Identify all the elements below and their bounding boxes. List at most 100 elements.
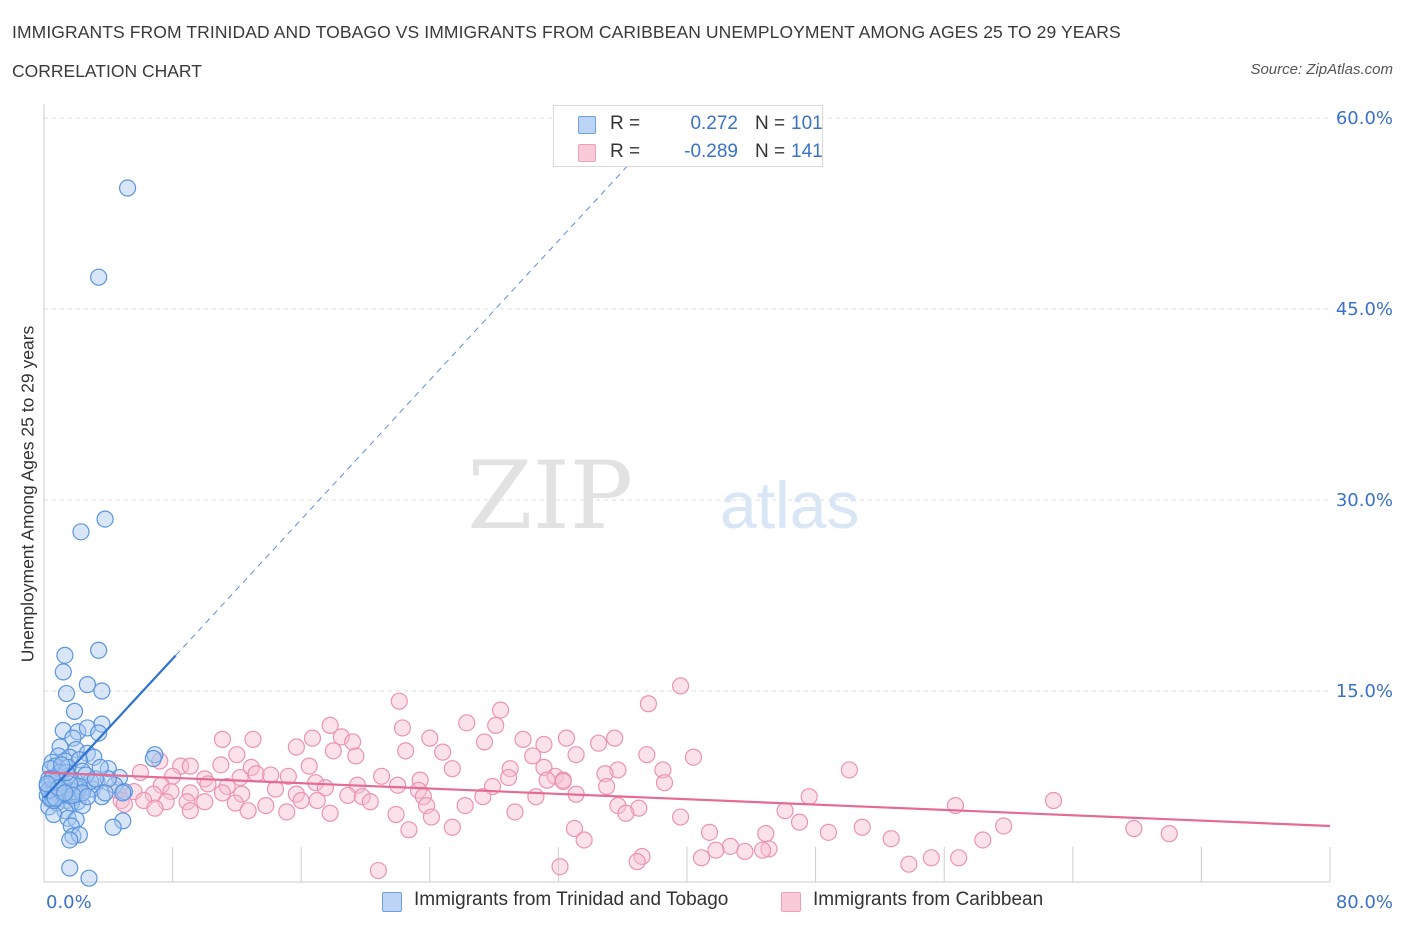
data-point-caribbean: [589, 734, 608, 752]
data-point-trinidad: [57, 684, 76, 703]
data-point-caribbean: [344, 733, 362, 751]
data-point-caribbean: [790, 813, 809, 831]
data-point-caribbean: [422, 808, 441, 826]
data-point-trinidad: [114, 784, 132, 802]
data-point-trinidad: [78, 676, 97, 694]
data-point-caribbean: [369, 861, 387, 880]
chart-title: IMMIGRANTS FROM TRINIDAD AND TOBAGO VS I…: [12, 22, 1121, 42]
data-point-caribbean: [721, 837, 740, 855]
data-point-caribbean: [233, 785, 251, 803]
data-point-caribbean: [506, 803, 524, 821]
data-point-caribbean: [308, 791, 326, 810]
r-label: R =: [610, 113, 641, 134]
data-point-trinidad: [96, 784, 114, 802]
data-point-caribbean: [700, 823, 719, 841]
trend-line-caribbean: [43, 771, 1331, 828]
data-point-caribbean: [882, 830, 900, 848]
grid-lines: [44, 117, 1330, 692]
swatch-blue: [578, 116, 596, 134]
data-point-caribbean: [196, 793, 214, 811]
data-point-caribbean: [387, 805, 405, 824]
data-point-caribbean: [671, 677, 690, 695]
data-point-caribbean: [146, 799, 164, 817]
data-point-trinidad: [118, 179, 137, 197]
data-point-caribbean: [1125, 819, 1143, 838]
data-point-trinidad: [56, 646, 74, 664]
data-point-trinidad: [65, 702, 84, 720]
data-point-caribbean: [995, 817, 1013, 835]
data-point-caribbean: [456, 796, 474, 815]
y-tick-label: 15.0%: [1336, 681, 1393, 702]
data-point-caribbean: [606, 729, 624, 747]
data-point-caribbean: [292, 791, 310, 810]
data-point-trinidad: [93, 682, 111, 700]
data-point-caribbean: [900, 855, 918, 873]
data-point-caribbean: [474, 788, 492, 806]
points-caribbean: [107, 677, 1178, 880]
data-point-caribbean: [339, 786, 357, 805]
data-point-caribbean: [257, 796, 275, 815]
data-point-caribbean: [372, 767, 391, 785]
data-point-caribbean: [638, 746, 656, 764]
swatch-pink: [781, 892, 801, 912]
data-point-trinidad: [72, 523, 90, 541]
data-point-caribbean: [617, 804, 635, 822]
watermark-atlas: atlas: [720, 468, 859, 542]
data-point-caribbean: [596, 765, 614, 783]
data-point-caribbean: [162, 782, 180, 801]
data-point-caribbean: [491, 701, 510, 719]
data-point-trinidad: [90, 641, 108, 659]
data-point-trinidad: [54, 663, 72, 681]
stats-legend: R = 0.272 N = 101 R = -0.289 N = 141: [553, 105, 823, 167]
y-tick-label: 60.0%: [1336, 108, 1393, 129]
data-point-trinidad: [53, 756, 71, 774]
trend-line-trinidad-extension: [175, 153, 640, 656]
data-point-caribbean: [487, 716, 505, 734]
data-point-caribbean: [332, 728, 350, 746]
data-point-caribbean: [535, 735, 553, 754]
series-legend: Immigrants from Trinidad and Tobago Immi…: [0, 889, 1406, 915]
data-point-caribbean: [554, 772, 572, 791]
data-point-caribbean: [239, 802, 257, 820]
data-point-caribbean: [671, 808, 690, 826]
data-point-caribbean: [361, 793, 379, 811]
data-point-trinidad: [144, 749, 162, 768]
data-point-caribbean: [760, 840, 778, 858]
data-point-caribbean: [639, 695, 658, 713]
data-point-trinidad: [78, 788, 97, 806]
data-point-caribbean: [1044, 791, 1063, 810]
data-point-caribbean: [178, 793, 196, 811]
y-tick-label: 45.0%: [1336, 299, 1393, 320]
data-point-caribbean: [567, 746, 585, 764]
data-point-caribbean: [753, 841, 772, 859]
data-point-caribbean: [819, 823, 838, 841]
data-point-trinidad: [90, 268, 108, 286]
data-point-caribbean: [144, 785, 162, 803]
data-point-trinidad: [114, 812, 132, 830]
data-point-caribbean: [321, 804, 339, 822]
data-point-trinidad: [104, 818, 122, 836]
data-point-caribbean: [499, 768, 518, 787]
data-point-caribbean: [527, 788, 545, 806]
data-point-caribbean: [324, 742, 342, 760]
data-point-trinidad: [78, 719, 97, 737]
data-point-caribbean: [181, 757, 199, 775]
data-point-caribbean: [538, 771, 556, 789]
data-point-trinidad: [38, 775, 56, 793]
data-point-caribbean: [514, 730, 532, 748]
data-point-caribbean: [950, 849, 968, 867]
data-point-trinidad: [80, 869, 98, 887]
data-point-caribbean: [655, 774, 674, 792]
data-point-trinidad: [46, 789, 64, 807]
data-point-caribbean: [633, 847, 651, 866]
n-value: 141: [791, 141, 823, 162]
points-trinidad-tobago: [38, 179, 164, 887]
data-point-caribbean: [247, 765, 265, 783]
data-point-caribbean: [551, 858, 569, 876]
data-point-caribbean: [575, 831, 593, 849]
data-point-caribbean: [228, 746, 246, 764]
r-label: R =: [610, 141, 641, 162]
data-point-trinidad: [96, 510, 114, 528]
data-point-caribbean: [303, 729, 322, 747]
